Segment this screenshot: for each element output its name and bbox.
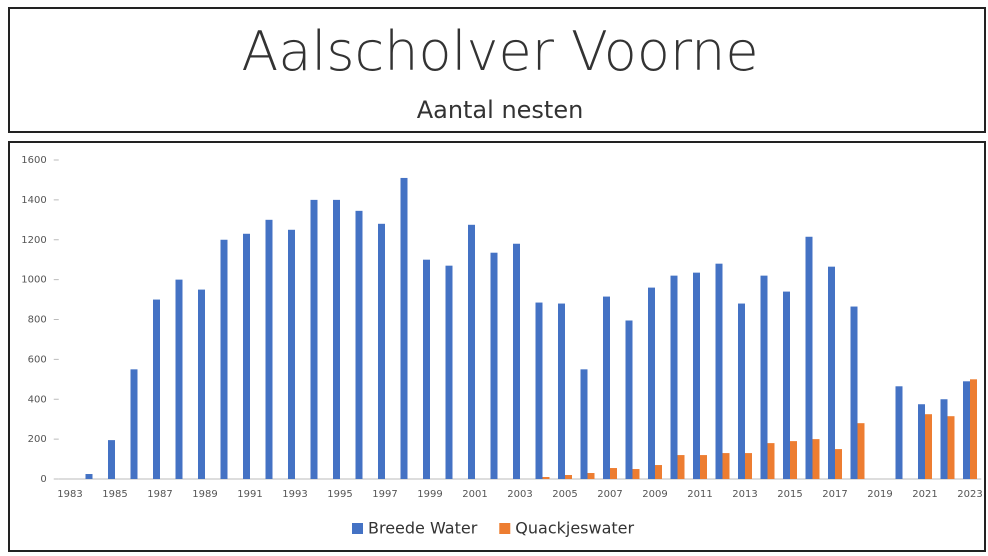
bar: [767, 443, 775, 479]
bar: [828, 266, 835, 479]
bar: [513, 243, 520, 479]
bar: [288, 229, 295, 479]
y-tick-label: 1200: [21, 235, 46, 246]
bar: [333, 199, 340, 479]
x-tick-label: 2003: [507, 489, 532, 500]
bar: [963, 381, 970, 479]
x-tick-label: 2023: [957, 489, 982, 500]
x-tick-label: 2001: [462, 489, 487, 500]
bar: [947, 416, 955, 479]
y-tick-label: 200: [28, 434, 47, 445]
bar: [850, 306, 858, 479]
bar: [400, 177, 408, 479]
bar: [542, 477, 550, 479]
chart-subtitle: Aantal nesten: [417, 96, 584, 124]
bar: [265, 219, 273, 479]
chart-title: Aalscholver Voorne: [241, 20, 758, 83]
x-tick-label: 2005: [552, 489, 577, 500]
bar: [738, 303, 745, 479]
bar: [220, 239, 228, 479]
x-tick-label: 1991: [237, 489, 262, 500]
bar: [670, 275, 678, 479]
title-box: [8, 7, 986, 133]
bar: [108, 440, 115, 479]
bar: [790, 441, 797, 479]
bar: [130, 369, 138, 479]
bar: [700, 455, 707, 479]
legend-label: Quackjeswater: [515, 519, 634, 538]
y-tick-label: 800: [28, 315, 47, 326]
bar: [895, 386, 903, 479]
x-tick-label: 1997: [372, 489, 397, 500]
legend-swatch: [352, 523, 363, 534]
bar: [535, 302, 543, 479]
bar: [445, 265, 453, 479]
x-tick-label: 1995: [327, 489, 352, 500]
bar: [857, 423, 865, 479]
bar: [603, 296, 610, 479]
bar: [198, 289, 205, 479]
bar: [693, 272, 700, 479]
bar: [378, 223, 385, 479]
bar: [760, 275, 768, 479]
x-tick-label: 1999: [417, 489, 442, 500]
bar: [85, 474, 93, 479]
x-tick-label: 1987: [147, 489, 172, 500]
bar: [310, 199, 318, 479]
bar: [745, 453, 752, 479]
x-tick-label: 2021: [912, 489, 937, 500]
x-tick-label: 1989: [192, 489, 217, 500]
x-tick-label: 2009: [642, 489, 667, 500]
legend-label: Breede Water: [368, 519, 478, 538]
bar: [925, 414, 932, 479]
y-tick-label: 1600: [21, 155, 46, 166]
bar: [587, 473, 595, 479]
bar: [468, 224, 475, 479]
bar: [722, 453, 730, 479]
bar: [918, 404, 925, 479]
x-tick-label: 1983: [57, 489, 82, 500]
x-tick-label: 2007: [597, 489, 622, 500]
bar: [835, 449, 842, 479]
bar: [558, 303, 565, 479]
bar: [632, 469, 640, 479]
bar: [565, 475, 572, 479]
bar: [610, 468, 617, 479]
bar: [153, 299, 160, 479]
bar: [677, 455, 685, 479]
legend-swatch: [499, 523, 511, 534]
x-tick-label: 2019: [867, 489, 892, 500]
bar: [655, 465, 662, 479]
y-tick-label: 400: [28, 394, 47, 405]
bar: [175, 279, 183, 479]
x-tick-label: 1985: [102, 489, 127, 500]
y-tick-label: 0: [40, 474, 46, 485]
bar: [783, 291, 790, 479]
y-tick-label: 1400: [21, 195, 46, 206]
bar: [580, 369, 588, 479]
bar: [490, 252, 498, 479]
bar: [812, 439, 820, 479]
bar: [625, 320, 633, 479]
x-tick-label: 1993: [282, 489, 307, 500]
bar: [243, 233, 250, 479]
x-tick-label: 2011: [687, 489, 712, 500]
bar: [805, 236, 813, 479]
bar: [423, 259, 430, 479]
bar: [355, 210, 363, 479]
x-tick-label: 2017: [822, 489, 847, 500]
x-tick-label: 2013: [732, 489, 757, 500]
y-tick-label: 1000: [21, 275, 46, 286]
y-tick-label: 600: [28, 354, 47, 365]
bar: [940, 399, 948, 479]
bar: [648, 287, 655, 479]
chart-box: [8, 141, 986, 552]
bar: [970, 379, 977, 479]
bar: [715, 263, 723, 479]
x-tick-label: 2015: [777, 489, 802, 500]
